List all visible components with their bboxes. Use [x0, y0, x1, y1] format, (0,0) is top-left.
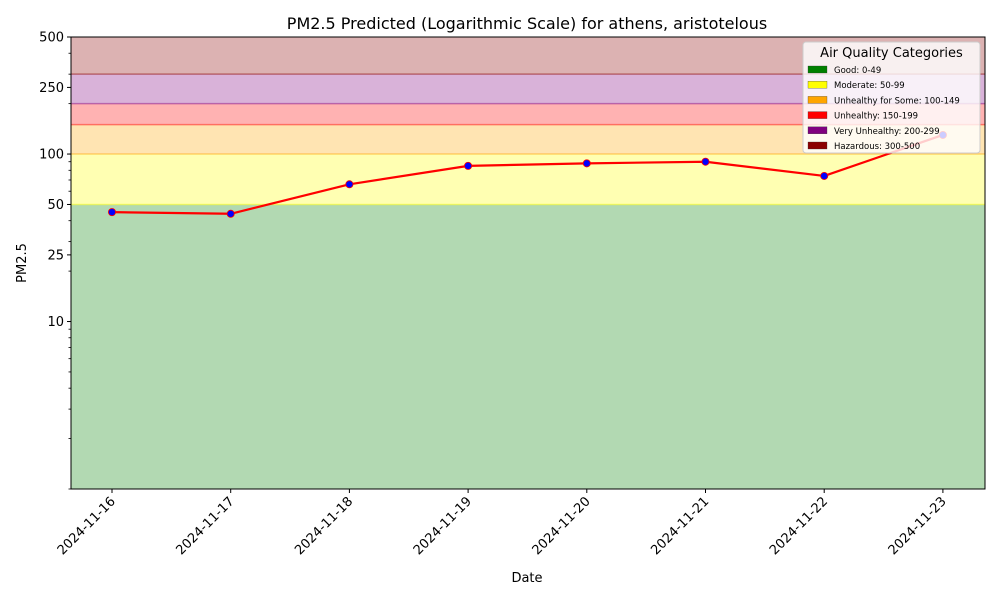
x-tick-label: 2024-11-18 — [292, 494, 356, 558]
legend-label: Unhealthy for Some: 100-149 — [834, 96, 960, 106]
y-axis: 10 25 50 100 250 500 — [39, 31, 71, 490]
legend-box — [802, 41, 981, 154]
plot-frame — [70, 36, 986, 490]
data-point — [464, 161, 473, 170]
y-tick-label: 250 — [39, 81, 64, 96]
aqi-band-3 — [71, 103, 985, 125]
legend-swatch — [807, 126, 828, 134]
y-tick-label: 500 — [39, 31, 64, 46]
x-tick-label: 2024-11-20 — [530, 494, 594, 558]
x-tick-label: 2024-11-21 — [648, 494, 712, 558]
y-tick-label: 25 — [47, 248, 64, 263]
legend-swatch — [807, 81, 828, 89]
data-point — [108, 208, 117, 217]
legend-title: Air Quality Categories — [820, 46, 963, 61]
legend-label: Very Unhealthy: 200-299 — [834, 127, 940, 137]
x-axis-label: Date — [511, 571, 542, 586]
y-tick-label: 100 — [39, 148, 64, 163]
x-axis: 2024-11-16 2024-11-17 2024-11-18 2024-11-19… — [55, 489, 950, 558]
x-tick-label: 2024-11-23 — [886, 494, 950, 558]
data-point — [582, 159, 591, 168]
x-tick-label: 2024-11-22 — [767, 494, 831, 558]
x-tick-label: 2024-11-17 — [173, 494, 237, 558]
legend-label: Hazardous: 300-500 — [834, 142, 920, 152]
series-line-0 — [111, 133, 944, 215]
aqi-band-1 — [71, 154, 985, 205]
x-tick-label: 2024-11-19 — [411, 494, 475, 558]
data-point — [701, 157, 710, 166]
chart-title: PM2.5 Predicted (Logarithmic Scale) for … — [287, 14, 767, 33]
y-axis-label: PM2.5 — [15, 243, 30, 283]
data-point — [345, 180, 354, 189]
legend-label: Moderate: 50-99 — [834, 81, 905, 91]
x-tick-label: 2024-11-16 — [55, 494, 119, 558]
legend-swatch — [807, 65, 828, 74]
legend-swatch — [807, 96, 828, 104]
legend-label: Good: 0-49 — [834, 66, 881, 76]
legend-label: Unhealthy: 150-199 — [834, 112, 918, 122]
data-point — [226, 209, 235, 218]
legend: Air Quality Categories Good: 0-49 Moderate… — [802, 41, 981, 154]
y-tick-label: 50 — [47, 198, 64, 213]
legend-swatch — [807, 141, 828, 150]
aqi-bands — [71, 37, 985, 489]
legend-swatch — [807, 111, 828, 119]
data-point — [820, 171, 829, 180]
y-tick-label: 10 — [47, 315, 64, 330]
aqi-band-0 — [71, 204, 985, 489]
